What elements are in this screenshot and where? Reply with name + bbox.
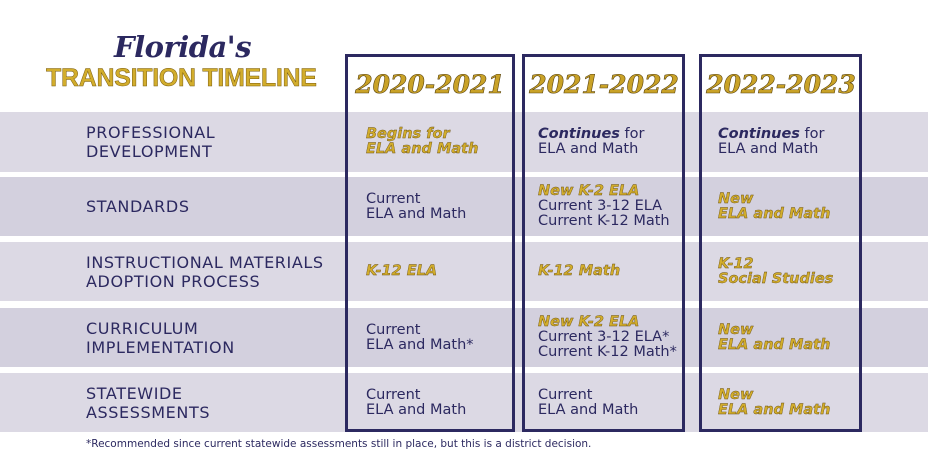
cell-highlight-line: ELA and Math (718, 336, 831, 353)
cell-standards-2020-2021: Current ELA and Math (366, 190, 467, 222)
cell-line: Continues for (718, 125, 825, 142)
cell-text-line: Current (366, 321, 421, 338)
cell-highlight-line: New (718, 321, 754, 338)
cell-text: for (619, 125, 645, 142)
row-band-assessments (0, 373, 928, 432)
cell-highlight-line: New K-2 ELA (538, 183, 640, 199)
cell-curriculum-implementation-2022-2023: New ELA and Math (718, 321, 831, 353)
cell-text-line: ELA and Math (366, 205, 467, 222)
title-script: Florida's (114, 30, 252, 64)
cell-instructional-materials-2021-2022: K-12 Math (538, 263, 621, 279)
column-frame-2020-2021 (345, 54, 515, 432)
cell-text-line: ELA and Math (538, 401, 639, 418)
row-band-professional-development (0, 112, 928, 172)
cell-highlight-line: K-12 ELA (366, 263, 438, 279)
row-label-statewide-assessments: STATEWIDE ASSESSMENTS (86, 384, 336, 422)
cell-text-line: ELA and Math (718, 140, 819, 157)
cell-emphasis: Continues (718, 125, 800, 142)
cell-statewide-assessments-2021-2022: Current ELA and Math (538, 386, 639, 418)
cell-text-line: Current (538, 386, 593, 403)
row-label-standards: STANDARDS (86, 197, 336, 216)
cell-highlight-line: ELA and Math (366, 140, 479, 157)
cell-highlight-line: Social Studies (718, 270, 834, 287)
cell-text-line: Current 3-12 ELA* (538, 329, 670, 345)
cell-text-line: Current (366, 190, 421, 207)
cell-line: Continues for (538, 125, 645, 142)
row-band-standards (0, 177, 928, 236)
row-label-line: ADOPTION PROCESS (86, 271, 261, 291)
row-label-instructional-materials: INSTRUCTIONAL MATERIALS ADOPTION PROCESS (86, 253, 336, 291)
cell-professional-development-2020-2021: Begins for ELA and Math (366, 125, 479, 157)
cell-highlight-line: Begins for (366, 125, 450, 142)
cell-highlight-line: New (718, 386, 754, 403)
column-header-2021-2022: 2021-2022 (529, 70, 679, 100)
cell-text-line: ELA and Math (366, 401, 467, 418)
row-label-line: INSTRUCTIONAL MATERIALS (86, 252, 324, 272)
footnote: *Recommended since current statewide ass… (86, 438, 592, 450)
cell-highlight-line: ELA and Math (718, 205, 831, 222)
column-header-2020-2021: 2020-2021 (355, 70, 505, 100)
row-label-line: STATEWIDE (86, 383, 183, 403)
cell-statewide-assessments-2020-2021: Current ELA and Math (366, 386, 467, 418)
cell-text-line: Current 3-12 ELA (538, 198, 663, 214)
cell-text: for (799, 125, 825, 142)
cell-highlight-line: ELA and Math (718, 401, 831, 418)
cell-curriculum-implementation-2020-2021: Current ELA and Math* (366, 321, 474, 353)
column-frame-2022-2023 (699, 54, 862, 432)
row-label-line: IMPLEMENTATION (86, 337, 235, 357)
cell-highlight-line: New K-2 ELA (538, 314, 640, 330)
cell-highlight-line: K-12 Math (538, 263, 621, 279)
row-label-curriculum-implementation: CURRICULUM IMPLEMENTATION (86, 319, 336, 357)
cell-standards-2021-2022: New K-2 ELA Current 3-12 ELA Current K-12 … (538, 183, 670, 229)
cell-text-line: ELA and Math* (366, 336, 474, 353)
row-label-line: DEVELOPMENT (86, 141, 213, 161)
cell-standards-2022-2023: New ELA and Math (718, 190, 831, 222)
cell-emphasis: Continues (538, 125, 620, 142)
cell-professional-development-2022-2023: Continues for ELA and Math (718, 125, 825, 157)
title-main: TRANSITION TIMELINE (46, 64, 317, 93)
row-label-line: CURRICULUM (86, 318, 199, 338)
row-band-curriculum (0, 308, 928, 367)
cell-curriculum-implementation-2021-2022: New K-2 ELA Current 3-12 ELA* Current K-12… (538, 314, 677, 360)
cell-statewide-assessments-2022-2023: New ELA and Math (718, 386, 831, 418)
row-label-professional-development: PROFESSIONAL DEVELOPMENT (86, 123, 336, 161)
column-frame-2021-2022 (522, 54, 685, 432)
cell-text-line: ELA and Math (538, 140, 639, 157)
cell-highlight-line: K-12 (718, 255, 754, 272)
column-header-2022-2023: 2022-2023 (706, 70, 856, 100)
cell-highlight-line: New (718, 190, 754, 207)
cell-text-line: Current K-12 Math (538, 213, 670, 229)
cell-professional-development-2021-2022: Continues for ELA and Math (538, 125, 645, 157)
cell-instructional-materials-2020-2021: K-12 ELA (366, 263, 438, 279)
row-label-line: STANDARDS (86, 197, 190, 216)
row-label-line: ASSESSMENTS (86, 402, 211, 422)
row-band-instructional-materials (0, 242, 928, 301)
cell-text-line: Current (366, 386, 421, 403)
row-label-line: PROFESSIONAL (86, 122, 216, 142)
cell-text-line: Current K-12 Math* (538, 344, 677, 360)
cell-instructional-materials-2022-2023: K-12 Social Studies (718, 255, 834, 287)
